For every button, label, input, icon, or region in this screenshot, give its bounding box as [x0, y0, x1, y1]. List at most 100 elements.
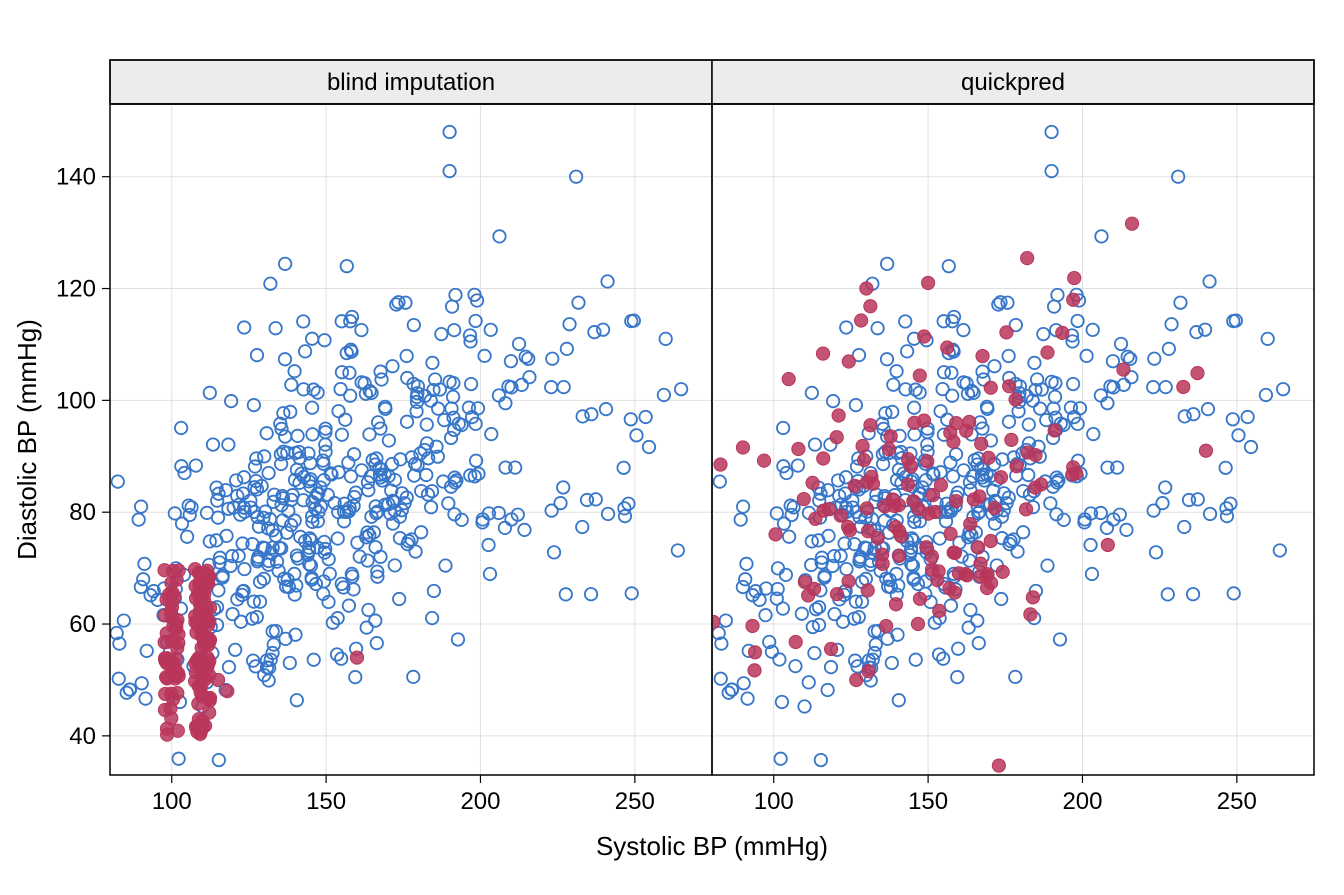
- imputed-point: [864, 419, 877, 432]
- imputed-point: [884, 430, 897, 443]
- imputed-point: [195, 604, 208, 617]
- imputed-point: [926, 489, 939, 502]
- imputed-point: [830, 587, 843, 600]
- imputed-point: [1010, 460, 1023, 473]
- imputed-point: [159, 687, 172, 700]
- imputed-point: [211, 673, 224, 686]
- imputed-point: [798, 576, 811, 589]
- imputed-point: [904, 460, 917, 473]
- imputed-point: [1029, 481, 1042, 494]
- imputed-point: [864, 300, 877, 313]
- imputed-point: [158, 564, 171, 577]
- imputed-point: [221, 685, 234, 698]
- imputed-point: [1048, 424, 1061, 437]
- x-tick-label: 200: [460, 788, 500, 815]
- imputed-point: [848, 479, 861, 492]
- imputed-point: [830, 431, 843, 444]
- chart-background: [0, 0, 1344, 895]
- x-tick-label: 250: [615, 788, 655, 815]
- imputed-point: [932, 565, 945, 578]
- imputed-point: [1056, 326, 1069, 339]
- imputed-point: [172, 636, 185, 649]
- imputed-point: [191, 653, 204, 666]
- imputed-point: [860, 282, 873, 295]
- imputed-point: [158, 636, 171, 649]
- imputed-point: [1067, 293, 1080, 306]
- imputed-point: [922, 276, 935, 289]
- imputed-point: [748, 664, 761, 677]
- panel-title: blind imputation: [327, 69, 495, 96]
- imputed-point: [882, 443, 895, 456]
- imputed-point: [1024, 608, 1037, 621]
- imputed-point: [865, 470, 878, 483]
- imputed-point: [202, 570, 215, 583]
- imputed-point: [202, 638, 215, 651]
- imputed-point: [860, 502, 873, 515]
- imputed-point: [817, 452, 830, 465]
- imputed-point: [816, 347, 829, 360]
- imputed-point: [164, 702, 177, 715]
- imputed-point: [748, 646, 761, 659]
- imputed-point: [893, 525, 906, 538]
- imputed-point: [856, 439, 869, 452]
- y-axis-label: Diastolic BP (mmHg): [12, 319, 42, 560]
- imputed-point: [967, 493, 980, 506]
- imputed-point: [996, 565, 1009, 578]
- imputed-point: [850, 673, 863, 686]
- imputed-point: [842, 355, 855, 368]
- imputed-point: [1068, 271, 1081, 284]
- chart-svg: blind imputation100150200250quickpred100…: [0, 0, 1344, 895]
- imputed-point: [170, 622, 183, 635]
- imputed-point: [952, 567, 965, 580]
- imputed-point: [1177, 380, 1190, 393]
- imputed-point: [901, 478, 914, 491]
- imputed-point: [782, 373, 795, 386]
- y-tick-label: 60: [69, 611, 96, 638]
- x-tick-label: 250: [1217, 788, 1257, 815]
- imputed-point: [1021, 251, 1034, 264]
- imputed-point: [892, 498, 905, 511]
- imputed-point: [862, 665, 875, 678]
- imputed-point: [950, 416, 963, 429]
- imputed-point: [861, 525, 874, 538]
- x-tick-label: 150: [306, 788, 346, 815]
- imputed-point: [944, 527, 957, 540]
- imputed-point: [1191, 366, 1204, 379]
- imputed-point: [196, 720, 209, 733]
- imputed-point: [949, 494, 962, 507]
- imputed-point: [918, 330, 931, 343]
- imputed-point: [1125, 217, 1138, 230]
- imputed-point: [994, 471, 1007, 484]
- imputed-point: [843, 524, 856, 537]
- imputed-point: [992, 759, 1005, 772]
- imputed-point: [746, 619, 759, 632]
- y-tick-label: 120: [56, 276, 96, 303]
- y-tick-label: 100: [56, 387, 96, 414]
- imputed-point: [917, 414, 930, 427]
- imputed-point: [817, 504, 830, 517]
- imputed-point: [1101, 538, 1114, 551]
- imputed-point: [350, 651, 363, 664]
- imputed-point: [824, 642, 837, 655]
- imputed-point: [736, 441, 749, 454]
- x-tick-label: 200: [1062, 788, 1102, 815]
- imputed-point: [789, 635, 802, 648]
- imputed-point: [976, 349, 989, 362]
- imputed-point: [889, 598, 902, 611]
- imputed-point: [988, 501, 1001, 514]
- x-tick-label: 100: [152, 788, 192, 815]
- x-tick-label: 150: [908, 788, 948, 815]
- imputed-point: [880, 619, 893, 632]
- y-tick-label: 80: [69, 499, 96, 526]
- imputed-point: [907, 495, 920, 508]
- imputed-point: [757, 454, 770, 467]
- imputed-point: [943, 582, 956, 595]
- imputed-point: [876, 548, 889, 561]
- x-tick-label: 100: [754, 788, 794, 815]
- imputed-point: [797, 492, 810, 505]
- imputed-point: [984, 381, 997, 394]
- imputed-point: [171, 724, 184, 737]
- imputed-point: [1026, 591, 1039, 604]
- imputed-point: [911, 617, 924, 630]
- imputed-point: [714, 458, 727, 471]
